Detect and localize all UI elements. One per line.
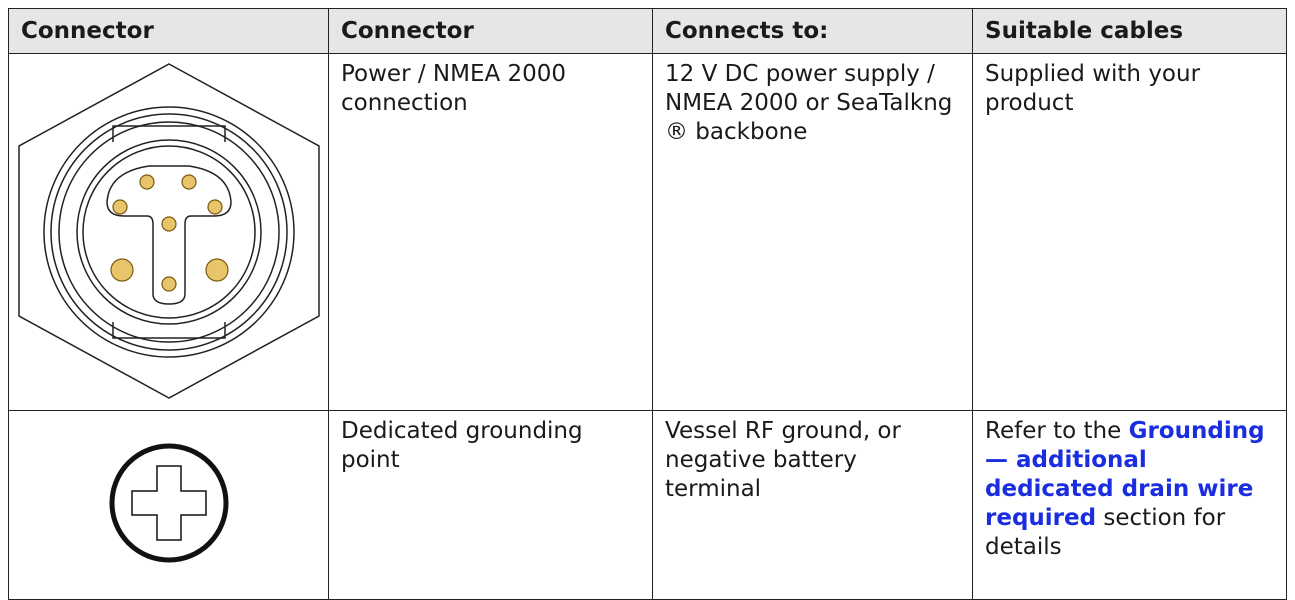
cell: Supplied with your product (972, 53, 1287, 411)
cell: Power / NMEA 2000 connection (328, 53, 653, 411)
image-cell (8, 410, 329, 600)
cell: 12 V DC power supply / NMEA 2000 or SeaT… (652, 53, 973, 411)
power-connector-icon (18, 63, 320, 399)
section-link[interactable]: Grounding — additional dedicated drain w… (985, 418, 1265, 531)
header-cell: Connector (8, 8, 329, 54)
cell: Refer to the Grounding — additional dedi… (972, 410, 1287, 600)
header-cell: Suitable cables (972, 8, 1287, 54)
ground-point-icon (109, 443, 229, 563)
table-row: Dedicated grounding point Vessel RF grou… (8, 410, 1287, 600)
header-cell: Connects to: (652, 8, 973, 54)
cell: Vessel RF ground, or negative battery te… (652, 410, 973, 600)
header-cell: Connector (328, 8, 653, 54)
header-row: Connector Connector Connects to: Suitabl… (8, 8, 1287, 54)
text: Refer to the (985, 418, 1122, 444)
table-row: Power / NMEA 2000 connection 12 V DC pow… (8, 53, 1287, 411)
text: section for details (985, 505, 1226, 560)
cell: Dedicated grounding point (328, 410, 653, 600)
image-cell (8, 53, 329, 411)
connector-table: Connector Connector Connects to: Suitabl… (8, 8, 1287, 600)
